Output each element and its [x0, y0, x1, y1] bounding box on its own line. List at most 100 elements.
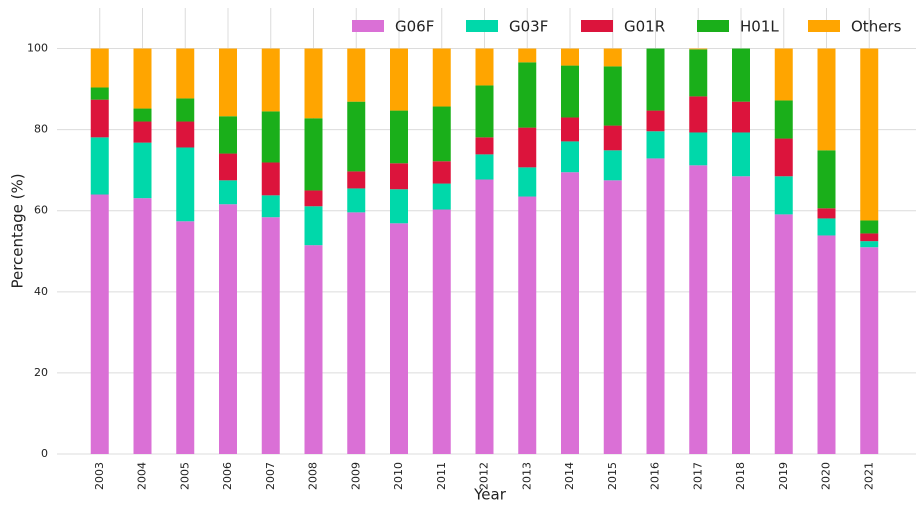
- bar-segment: [817, 48, 836, 151]
- x-tick-label: 2014: [563, 462, 576, 490]
- bar-segment: [90, 99, 109, 138]
- bar-segment: [176, 147, 195, 222]
- legend-label: G01R: [624, 18, 665, 36]
- legend-swatch: [352, 20, 384, 32]
- bar-segment: [390, 189, 408, 224]
- bar-segment: [561, 141, 579, 173]
- x-tick-label: 2017: [691, 462, 704, 490]
- bar-segment: [432, 209, 451, 454]
- bar-segment: [304, 48, 323, 119]
- bar-segment: [475, 137, 494, 155]
- bar-segment: [518, 127, 537, 168]
- bar-segment: [689, 49, 708, 97]
- bar-segment: [133, 121, 152, 143]
- bar-segment: [689, 96, 708, 133]
- bar-segment: [774, 138, 793, 177]
- bar-segment: [347, 188, 366, 213]
- x-tick-label: 2012: [478, 462, 491, 490]
- bar-segment: [176, 221, 195, 454]
- bar-segment: [603, 125, 622, 151]
- bar-segment: [261, 162, 280, 196]
- bar-segment: [860, 48, 879, 221]
- bar-segment: [817, 208, 836, 219]
- bar-segment: [603, 180, 622, 454]
- bar-segment: [390, 223, 408, 454]
- y-tick-label: 60: [34, 204, 48, 217]
- bar-segment: [133, 198, 152, 454]
- bar-segment: [219, 153, 237, 181]
- legend-label: G06F: [395, 18, 434, 36]
- legend-label: G03F: [509, 18, 548, 36]
- bar-segment: [732, 176, 750, 454]
- bar-segment: [90, 87, 109, 100]
- bar-segment: [732, 101, 750, 133]
- bar-segment: [133, 142, 152, 199]
- bar-segment: [261, 217, 280, 454]
- bar-segment: [176, 121, 195, 148]
- bar-segment: [304, 206, 323, 246]
- x-tick-label: 2018: [734, 462, 747, 490]
- bar-segment: [860, 220, 879, 234]
- bar-segment: [732, 48, 750, 102]
- bar-segment: [732, 132, 750, 177]
- bar-segment: [176, 98, 195, 122]
- bar-segment: [219, 204, 237, 454]
- bar-segment: [561, 65, 579, 118]
- x-axis-title: Year: [473, 486, 507, 504]
- bar-segment: [774, 48, 793, 101]
- bar-segment: [774, 100, 793, 139]
- bar-segment: [561, 48, 579, 66]
- legend-swatch: [808, 20, 840, 32]
- bar-segment: [347, 101, 366, 172]
- bar-segment: [475, 48, 494, 86]
- legend-swatch: [697, 20, 729, 32]
- bar-segment: [133, 48, 152, 109]
- bar-segment: [603, 48, 622, 67]
- bar-segment: [90, 48, 109, 88]
- bar-segment: [646, 131, 665, 159]
- bar-segment: [518, 48, 537, 63]
- x-tick-label: 2009: [349, 462, 362, 490]
- x-tick-label: 2013: [520, 462, 533, 490]
- bar-segment: [774, 214, 793, 454]
- bar-segment: [390, 110, 408, 164]
- bar-segment: [432, 183, 451, 210]
- bar-segment: [774, 176, 793, 215]
- y-tick-label: 20: [34, 366, 48, 379]
- bar-segment: [261, 195, 280, 218]
- y-axis-title: Percentage (%): [9, 173, 27, 288]
- bar-segment: [432, 106, 451, 162]
- bar-segment: [817, 150, 836, 209]
- x-tick-label: 2005: [178, 462, 191, 490]
- bar-segment: [817, 218, 836, 236]
- bar-segment: [347, 212, 366, 454]
- bar-segment: [689, 165, 708, 455]
- bar-segment: [561, 172, 579, 454]
- bar-segment: [90, 137, 109, 195]
- y-tick-label: 100: [27, 42, 48, 55]
- bar-segment: [133, 108, 152, 122]
- x-tick-label: 2015: [606, 462, 619, 490]
- y-tick-label: 0: [41, 447, 48, 460]
- bar-segment: [304, 190, 323, 207]
- x-tick-label: 2011: [435, 462, 448, 490]
- bar-segment: [646, 110, 665, 132]
- x-tick-label: 2007: [264, 462, 277, 490]
- x-tick-label: 2010: [392, 462, 405, 490]
- x-tick-label: 2016: [649, 462, 662, 490]
- bar-segment: [90, 194, 109, 454]
- x-tick-label: 2020: [820, 462, 833, 490]
- bar-segment: [689, 132, 708, 166]
- bar-segment: [646, 48, 665, 111]
- bar-segment: [689, 48, 708, 50]
- bar-segment: [603, 150, 622, 181]
- bar-segment: [347, 171, 366, 189]
- bar-segment: [304, 118, 323, 191]
- bar-segment: [390, 48, 408, 111]
- legend-label: H01L: [740, 18, 779, 36]
- legend-label: Others: [851, 18, 902, 36]
- x-tick-label: 2008: [307, 462, 320, 490]
- bar-segment: [518, 167, 537, 197]
- x-tick-label: 2003: [93, 462, 106, 490]
